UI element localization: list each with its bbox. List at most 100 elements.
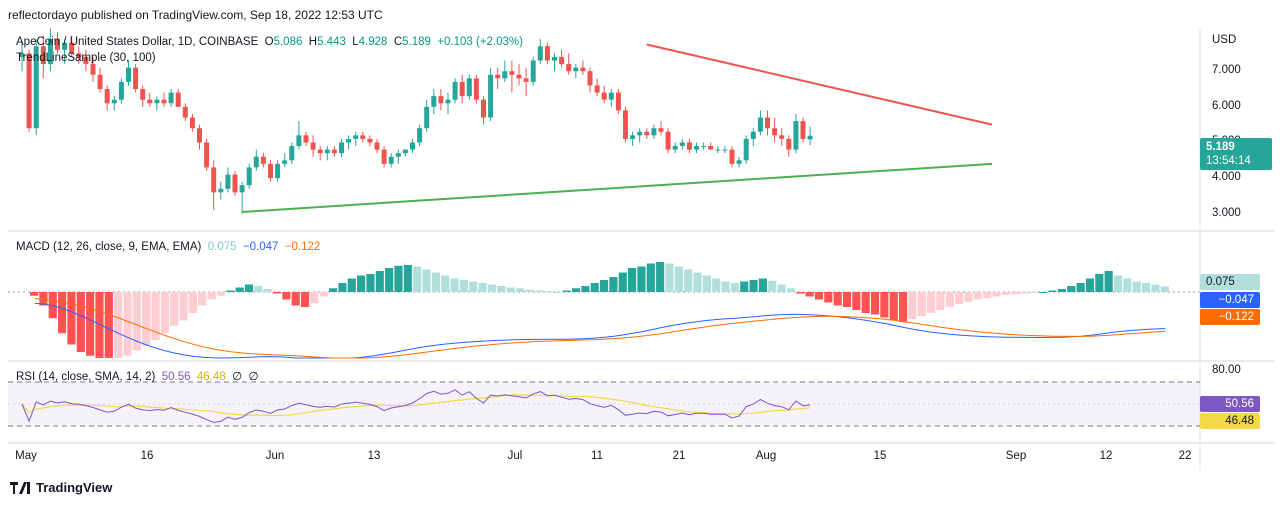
candle-body <box>438 96 444 104</box>
candle-body <box>623 110 628 139</box>
last-price-badge: 5.189 13:54:14 <box>1200 138 1272 170</box>
candle-body <box>168 92 174 104</box>
macd-histogram-bar <box>581 286 590 292</box>
price-tick: 4.000 <box>1212 171 1241 184</box>
candle-body <box>303 135 309 143</box>
candle-body <box>757 117 763 132</box>
low-label: L <box>352 36 359 48</box>
candle-body <box>339 142 344 154</box>
macd-histogram-bar <box>768 280 777 292</box>
time-tick: Jun <box>265 450 285 462</box>
candle-body <box>466 78 472 97</box>
macd-histogram-bar <box>179 292 188 321</box>
rsi-title: RSI (14, close, SMA, 14, 2) <box>16 371 156 383</box>
macd-histogram-bar <box>394 265 403 292</box>
candle-body <box>40 46 46 65</box>
macd-histogram-bar <box>842 292 852 307</box>
rsi-legend[interactable]: RSI (14, close, SMA, 14, 2) 50.56 46.48 … <box>16 369 259 383</box>
macd-histogram-bar <box>76 292 85 352</box>
candle-body <box>686 142 692 150</box>
time-tick: 15 <box>873 450 887 462</box>
macd-histogram-bar <box>254 286 263 292</box>
candle-body <box>729 149 735 164</box>
macd-histogram-bar <box>712 278 721 292</box>
change-value: +0.103 (+2.03%) <box>437 36 523 48</box>
macd-histogram-bar <box>609 277 618 292</box>
macd-histogram-bar <box>870 292 880 315</box>
macd-title: MACD (12, 26, close, 9, EMA, EMA) <box>16 241 202 253</box>
candle-body <box>161 99 167 104</box>
macd-histogram-bar <box>497 286 506 292</box>
candle-body <box>516 74 522 79</box>
macd-histogram-bar <box>198 292 207 306</box>
candle-body <box>530 60 536 82</box>
countdown: 13:54:14 <box>1206 155 1251 167</box>
candle-body <box>289 146 295 161</box>
candle-body <box>580 67 586 72</box>
candle-body <box>481 99 486 118</box>
candle-body <box>736 160 742 164</box>
macd-histogram-bar <box>1123 278 1132 292</box>
candle-body <box>140 89 146 100</box>
candle-body <box>55 39 60 50</box>
rsi-upper-label: 80.00 <box>1212 364 1241 376</box>
macd-histogram-bar <box>226 290 235 292</box>
published-header: reflectordayo published on TradingView.c… <box>8 8 383 22</box>
macd-histogram-bar <box>656 262 665 292</box>
candle-body <box>694 146 699 150</box>
candle-body <box>552 56 557 61</box>
candle-body <box>615 92 621 111</box>
currency-label: USD <box>1212 34 1237 46</box>
rsi-ma-badge: 46.48 <box>1200 413 1260 429</box>
candle-body <box>360 135 366 139</box>
candle-body <box>225 174 231 189</box>
candle-body <box>658 128 664 132</box>
macd-histogram-bar <box>39 292 48 306</box>
tradingview-logo[interactable]: TradingView <box>10 480 112 495</box>
candle-body <box>239 185 245 193</box>
macd-histogram-bar <box>852 292 861 310</box>
candle-body <box>637 131 643 136</box>
open-value: 5.086 <box>273 36 303 48</box>
macd-histogram-bar <box>347 278 356 292</box>
macd-histogram-bar <box>917 292 926 316</box>
macd-histogram-bar <box>104 292 113 358</box>
candle-body <box>679 142 685 147</box>
candle-body <box>431 96 437 107</box>
candle-body <box>445 99 451 104</box>
macd-histogram-bar <box>300 292 310 307</box>
candle-body <box>310 142 316 150</box>
candle-body <box>111 99 117 104</box>
macd-legend[interactable]: MACD (12, 26, close, 9, EMA, EMA) 0.075 … <box>16 241 320 253</box>
candle-body <box>19 53 25 57</box>
time-tick: Jul <box>507 450 523 462</box>
macd-histogram-bar <box>160 292 169 334</box>
high-value: 5.443 <box>317 36 346 48</box>
candle-body <box>537 46 543 61</box>
macd-histogram-bar <box>291 292 300 306</box>
macd-histogram-bar <box>927 292 936 313</box>
candle-body <box>147 99 153 104</box>
candle-body <box>76 53 82 57</box>
time-tick: 13 <box>367 450 381 462</box>
candle-body <box>459 81 465 97</box>
macd-histogram-bar <box>58 292 67 334</box>
candle-body <box>573 67 579 72</box>
symbol-legend[interactable]: ApeCoin / United States Dollar, 1D, COIN… <box>16 36 523 48</box>
macd-signal-badge: −0.122 <box>1200 309 1260 325</box>
indicator-legend[interactable]: TrendLineSample (30, 100) <box>16 52 156 64</box>
candle-body <box>189 117 195 129</box>
time-tick: 21 <box>672 450 686 462</box>
candle-body <box>594 85 600 93</box>
rsi-line <box>21 389 811 423</box>
macd-histogram-bar <box>889 292 898 321</box>
candle-body <box>566 64 572 72</box>
macd-hist-badge: 0.075 <box>1200 274 1260 290</box>
macd-histogram-bar <box>151 292 160 340</box>
candle-body <box>807 135 813 140</box>
macd-histogram-bar <box>786 288 796 292</box>
macd-histogram-bar <box>1011 292 1020 295</box>
macd-histogram-bar <box>936 292 945 310</box>
macd-histogram-bar <box>506 287 515 292</box>
